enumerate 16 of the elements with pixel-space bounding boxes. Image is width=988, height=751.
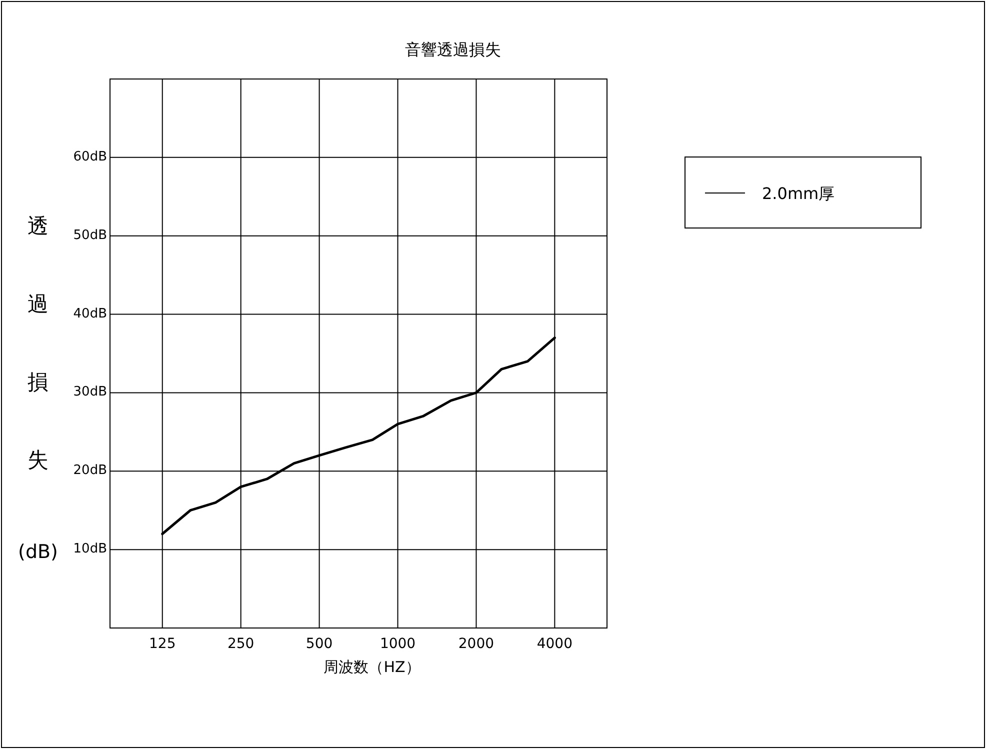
y-tick-label: 30dB	[73, 384, 107, 400]
text: 透過損失(dB)	[18, 214, 58, 563]
chart-title: 音響透過損失	[405, 40, 501, 59]
x-tick-label: 1000	[380, 636, 416, 652]
legend-label: 2.0mm厚	[762, 184, 835, 203]
y-tick-label: 10dB	[73, 542, 107, 557]
x-axis-title: 周波数（HZ）	[324, 658, 420, 676]
x-tick-label: 2000	[458, 636, 494, 652]
x-tick-label: 500	[306, 636, 333, 652]
x-tick-label: 4000	[536, 636, 573, 652]
y-tick-label: 60dB	[73, 149, 107, 164]
x-tick-label: 250	[227, 636, 254, 652]
y-tick-label: 20dB	[73, 463, 107, 478]
y-tick-label: 50dB	[73, 228, 107, 243]
x-tick-label: 125	[149, 636, 176, 652]
y-tick-label: 40dB	[73, 306, 107, 322]
